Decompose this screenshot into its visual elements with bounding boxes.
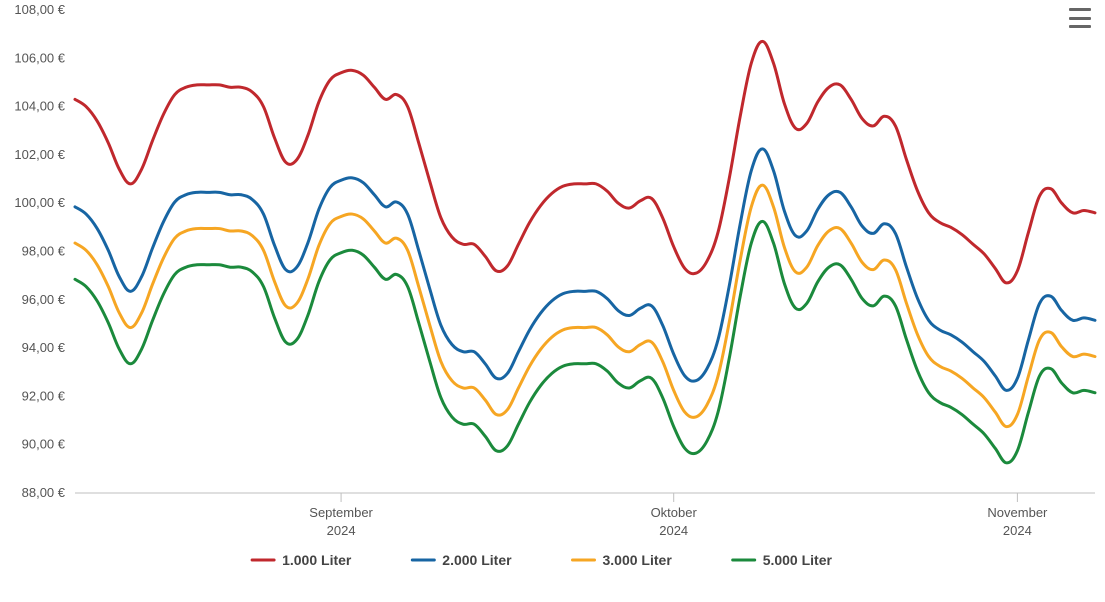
y-axis-label: 94,00 € xyxy=(22,340,66,355)
y-axis-label: 108,00 € xyxy=(14,2,65,17)
y-axis-label: 88,00 € xyxy=(22,485,66,500)
y-axis-label: 98,00 € xyxy=(22,244,66,259)
series-line[interactable] xyxy=(75,41,1095,283)
x-axis-year-label: 2024 xyxy=(1003,523,1032,538)
legend-label[interactable]: 5.000 Liter xyxy=(763,552,833,568)
x-axis-month-label: Oktober xyxy=(651,505,698,520)
x-axis-year-label: 2024 xyxy=(659,523,688,538)
legend-label[interactable]: 3.000 Liter xyxy=(603,552,673,568)
series-line[interactable] xyxy=(75,221,1095,463)
y-axis-label: 90,00 € xyxy=(22,437,66,452)
x-axis-month-label: November xyxy=(987,505,1048,520)
y-axis-label: 96,00 € xyxy=(22,292,66,307)
y-axis-label: 100,00 € xyxy=(14,195,65,210)
price-chart: 88,00 € 90,00 € 92,00 € 94,00 € 96,00 € 98,00… xyxy=(0,0,1105,602)
chart-canvas: 88,00 € 90,00 € 92,00 € 94,00 € 96,00 € 98,00… xyxy=(0,0,1105,602)
series-line[interactable] xyxy=(75,185,1095,427)
y-axis-label: 106,00 € xyxy=(14,50,65,65)
chart-menu-icon[interactable] xyxy=(1067,6,1093,30)
y-axis-label: 104,00 € xyxy=(14,99,65,114)
x-axis-year-label: 2024 xyxy=(327,523,356,538)
y-axis-label: 92,00 € xyxy=(22,388,66,403)
y-axis-label: 102,00 € xyxy=(14,147,65,162)
x-axis-month-label: September xyxy=(309,505,373,520)
legend-label[interactable]: 1.000 Liter xyxy=(282,552,352,568)
legend-label[interactable]: 2.000 Liter xyxy=(442,552,512,568)
